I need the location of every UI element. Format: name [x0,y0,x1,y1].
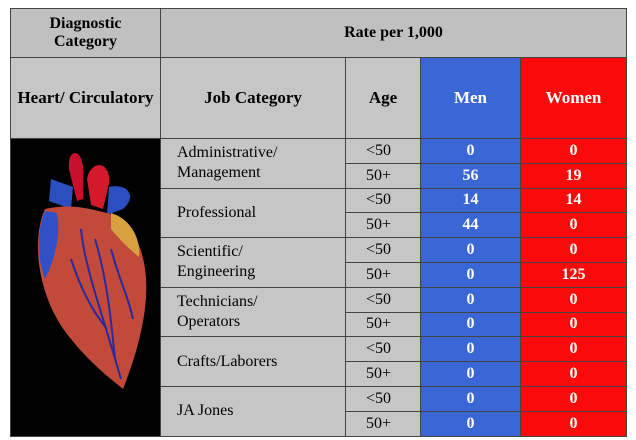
women-cell: 0 [521,411,627,436]
age-cell: <50 [346,188,421,213]
job-label: Administrative/ Management [177,143,307,183]
age-cell: <50 [346,238,421,263]
rate-table: Diagnostic Category Rate per 1,000 Heart… [10,8,627,437]
men-cell: 44 [421,213,521,238]
job-cell: JA Jones [161,386,346,436]
diagnostic-category-header: Diagnostic Category [11,9,161,58]
men-cell: 0 [421,238,521,263]
age-cell: <50 [346,139,421,164]
women-cell: 0 [521,362,627,387]
men-cell: 0 [421,337,521,362]
job-label: JA Jones [177,401,233,421]
job-label: Professional [177,203,256,223]
job-label: Crafts/Laborers [177,352,277,372]
job-cell: Professional [161,188,346,238]
age-header: Age [346,58,421,139]
age-cell: 50+ [346,362,421,387]
men-cell: 0 [421,362,521,387]
job-cell: Crafts/Laborers [161,337,346,387]
age-cell: 50+ [346,213,421,238]
job-cell: Scientific/ Engineering [161,238,346,288]
age-cell: 50+ [346,411,421,436]
age-cell: <50 [346,386,421,411]
men-cell: 0 [421,262,521,287]
job-cell: Technicians/ Operators [161,287,346,337]
men-cell: 0 [421,411,521,436]
header-row: Diagnostic Category Rate per 1,000 [11,9,627,58]
women-cell: 0 [521,287,627,312]
age-cell: 50+ [346,163,421,188]
condition-header: Heart/ Circulatory [11,58,161,139]
men-header: Men [421,58,521,139]
women-header: Women [521,58,627,139]
age-cell: <50 [346,337,421,362]
women-cell: 14 [521,188,627,213]
men-cell: 0 [421,139,521,164]
job-label: Technicians/ Operators [177,292,307,332]
men-cell: 0 [421,312,521,337]
job-cell: Administrative/ Management [161,139,346,189]
men-cell: 0 [421,386,521,411]
rate-header: Rate per 1,000 [161,9,627,58]
age-cell: 50+ [346,312,421,337]
heart-image [11,139,159,429]
women-cell: 19 [521,163,627,188]
men-cell: 14 [421,188,521,213]
image-cell [11,139,161,437]
subheader-row: Heart/ Circulatory Job Category Age Men … [11,58,627,139]
women-cell: 0 [521,139,627,164]
job-header: Job Category [161,58,346,139]
women-cell: 0 [521,337,627,362]
men-cell: 56 [421,163,521,188]
women-cell: 0 [521,213,627,238]
women-cell: 0 [521,386,627,411]
age-cell: <50 [346,287,421,312]
women-cell: 0 [521,312,627,337]
men-cell: 0 [421,287,521,312]
age-cell: 50+ [346,262,421,287]
job-label: Scientific/ Engineering [177,242,307,282]
women-cell: 0 [521,238,627,263]
page: Diagnostic Category Rate per 1,000 Heart… [0,0,636,440]
women-cell: 125 [521,262,627,287]
